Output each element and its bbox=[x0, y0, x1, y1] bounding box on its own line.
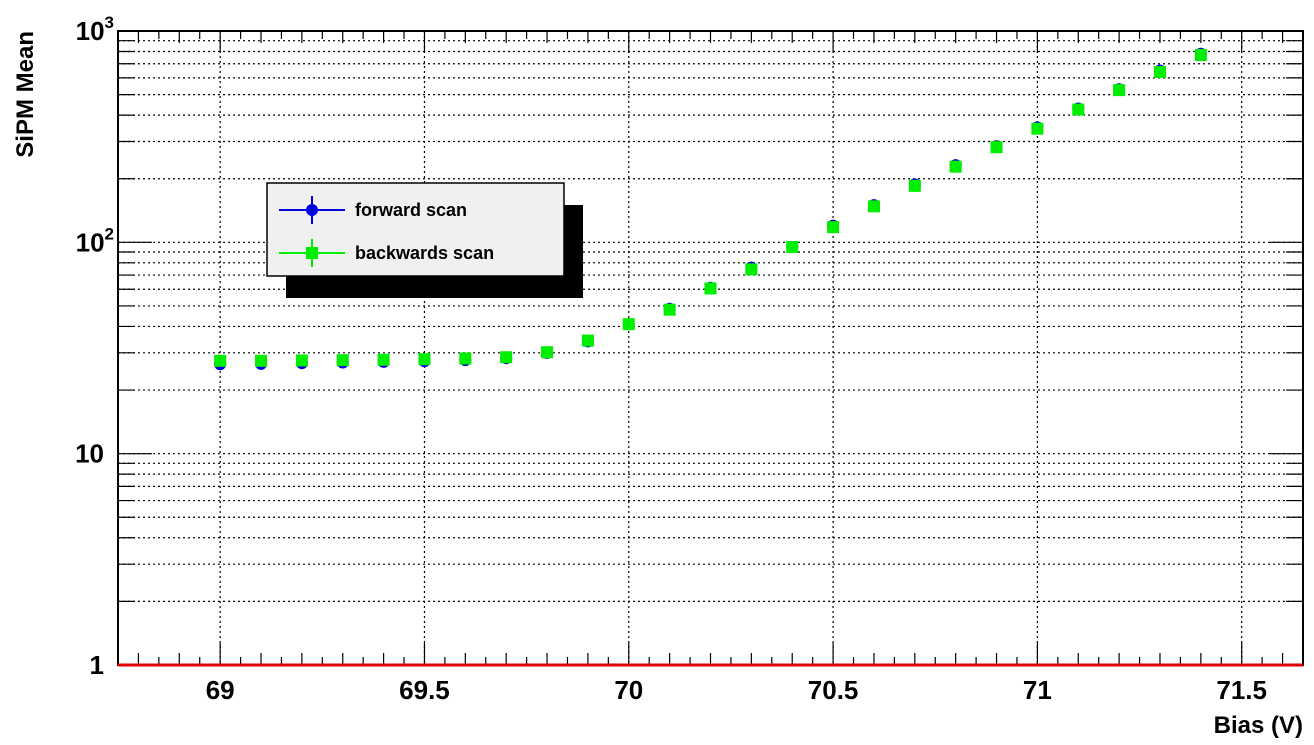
data-point-backwards bbox=[377, 353, 390, 366]
data-point-backwards bbox=[336, 354, 349, 367]
data-point-backwards bbox=[1153, 65, 1166, 78]
x-tick-label: 70.5 bbox=[808, 675, 859, 705]
legend-marker-square bbox=[306, 247, 318, 259]
x-tick-label: 69.5 bbox=[399, 675, 450, 705]
data-point-backwards bbox=[214, 354, 227, 367]
x-axis-title: Bias (V) bbox=[1214, 712, 1303, 739]
y-tick-label: 1 bbox=[90, 650, 104, 680]
y-tick-exponent: 3 bbox=[105, 13, 114, 32]
data-point-backwards bbox=[908, 179, 921, 192]
legend-item: backwards scan bbox=[279, 239, 494, 267]
data-point-backwards bbox=[1194, 48, 1207, 61]
data-series bbox=[214, 47, 1207, 371]
data-point-backwards bbox=[949, 160, 962, 173]
data-point-backwards bbox=[418, 353, 431, 366]
data-point-backwards bbox=[1072, 103, 1085, 116]
legend-label: forward scan bbox=[355, 200, 467, 220]
legend-box bbox=[266, 182, 565, 277]
data-point-backwards bbox=[622, 318, 635, 331]
data-point-backwards bbox=[295, 354, 308, 367]
legend-marker-circle bbox=[306, 204, 318, 216]
data-point-backwards bbox=[827, 221, 840, 234]
x-tick-label: 71.5 bbox=[1216, 675, 1267, 705]
data-point-backwards bbox=[786, 241, 799, 254]
y-axis-title: SiPM Mean bbox=[12, 31, 39, 158]
data-point-backwards bbox=[867, 200, 880, 213]
series-backwards-scan bbox=[214, 48, 1207, 367]
data-point-backwards bbox=[990, 141, 1003, 154]
data-point-backwards bbox=[541, 346, 554, 359]
data-point-backwards bbox=[581, 334, 594, 347]
data-point-backwards bbox=[663, 303, 676, 316]
data-point-backwards bbox=[1031, 122, 1044, 135]
legend-item: forward scan bbox=[279, 196, 467, 224]
data-point-backwards bbox=[500, 351, 513, 364]
data-point-backwards bbox=[1113, 84, 1126, 97]
x-tick-labels: 69 69.5 70 70.5 71 71.5 bbox=[206, 675, 1267, 705]
grid-lines bbox=[118, 31, 1303, 665]
y-tick-label: 102 bbox=[76, 224, 114, 257]
y-tick-label: 10 bbox=[75, 439, 104, 469]
y-tick-label: 103 bbox=[76, 13, 114, 46]
data-point-backwards bbox=[255, 354, 268, 367]
legend: forward scan backwards scan bbox=[266, 182, 583, 298]
legend-label: backwards scan bbox=[355, 243, 494, 263]
x-tick-label: 69 bbox=[206, 675, 235, 705]
x-tick-label: 70 bbox=[614, 675, 643, 705]
x-tick-label: 71 bbox=[1023, 675, 1052, 705]
y-tick-labels: 1 10 102 103 bbox=[75, 13, 114, 680]
data-point-backwards bbox=[745, 263, 758, 276]
data-point-backwards bbox=[459, 352, 472, 365]
data-point-backwards bbox=[704, 282, 717, 295]
y-tick-exponent: 2 bbox=[105, 224, 114, 243]
